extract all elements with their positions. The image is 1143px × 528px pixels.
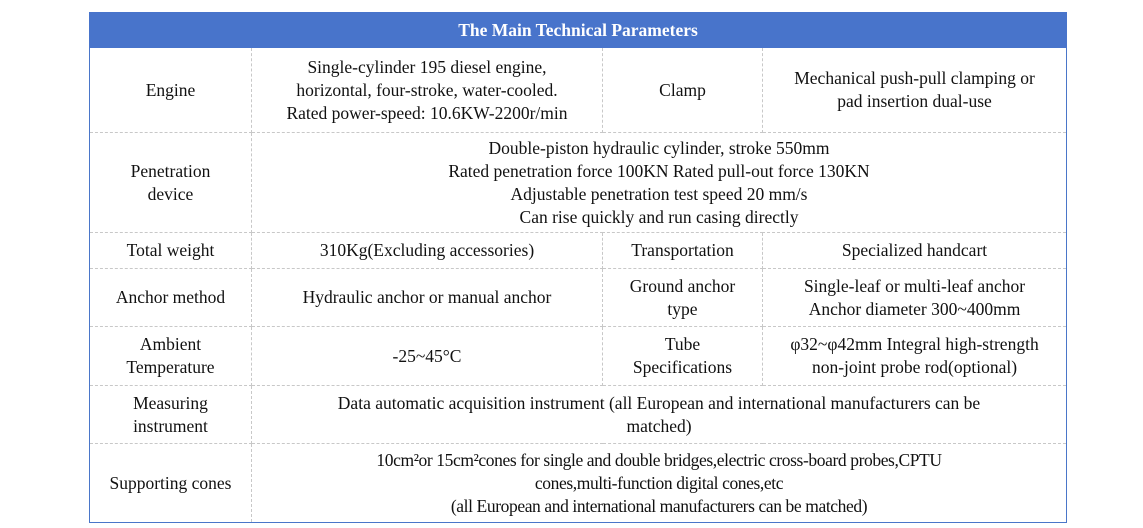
row-label: Supporting cones: [89, 443, 252, 523]
row-value: -25~45°C: [251, 326, 603, 386]
row-label: Ambient Temperature: [89, 326, 252, 386]
label-line: type: [667, 298, 698, 319]
label-line: Ground anchor: [629, 275, 736, 296]
value-line: (all European and international manufact…: [450, 495, 868, 516]
table-row-engine: Engine Single-cylinder 195 diesel engine…: [89, 47, 1068, 133]
label-line: Measuring: [133, 392, 208, 413]
value-line: φ32~φ42mm Integral high-strength: [790, 334, 1039, 354]
row-value: Mechanical push-pull clamping or pad ins…: [761, 47, 1068, 133]
value-line: Anchor diameter 300~400mm: [808, 298, 1021, 319]
row-label: Total weight: [89, 232, 252, 269]
label-line: device: [147, 183, 194, 204]
table-row-weight: Total weight 310Kg(Excluding accessories…: [89, 232, 1068, 269]
value-line: Single-cylinder 195 diesel engine,: [307, 56, 547, 77]
table-row-penetration: Penetration device Double-piston hydraul…: [89, 132, 1068, 233]
row-value: Double-piston hydraulic cylinder, stroke…: [250, 132, 1068, 233]
value-line: Rated penetration force 100KN Rated pull…: [448, 160, 870, 181]
value-line: Adjustable penetration test speed 20 mm/…: [510, 183, 808, 204]
value-line: Mechanical push-pull clamping or: [794, 68, 1035, 88]
row-value: Data automatic acquisition instrument (a…: [250, 385, 1068, 444]
value-line: Rated power-speed: 10.6KW-2200r/min: [286, 102, 568, 123]
label-line: instrument: [133, 415, 208, 436]
table-row-anchor: Anchor method Hydraulic anchor or manual…: [89, 268, 1068, 327]
row-value: Single-cylinder 195 diesel engine, horiz…: [251, 47, 603, 133]
row-value: 310Kg(Excluding accessories): [251, 232, 603, 269]
row-label: Transportation: [602, 232, 763, 269]
row-label: Anchor method: [89, 268, 252, 327]
table-row-ambient: Ambient Temperature -25~45°C Tube Specif…: [89, 326, 1068, 386]
value-line: pad insertion dual-use: [837, 91, 992, 111]
table-header-row: The Main Technical Parameters: [88, 12, 1068, 48]
value-line: non-joint probe rod(optional): [811, 357, 1018, 377]
row-value: Single-leaf or multi-leaf anchor Anchor …: [761, 268, 1068, 327]
row-label: Clamp: [602, 47, 763, 133]
row-label: Engine: [89, 47, 252, 133]
row-value: φ32~φ42mm Integral high-strength non-joi…: [761, 326, 1068, 386]
row-value: Specialized handcart: [761, 232, 1068, 269]
row-label: Measuring instrument: [89, 385, 252, 444]
row-label: Ground anchor type: [602, 268, 763, 327]
value-line: Data automatic acquisition instrument (a…: [337, 392, 981, 413]
value-line: Can rise quickly and run casing directly: [519, 206, 799, 227]
label-line: Tube: [664, 334, 701, 354]
row-value: 10cm²or 15cm²cones for single and double…: [250, 443, 1068, 523]
value-line: cones,multi-function digital cones,etc: [534, 472, 784, 493]
label-line: Ambient: [139, 334, 202, 354]
value-line: horizontal, four-stroke, water-cooled.: [296, 79, 558, 100]
value-line: Single-leaf or multi-leaf anchor: [803, 275, 1026, 296]
value-line: 10cm²or 15cm²cones for single and double…: [376, 449, 942, 470]
table-row-measuring: Measuring instrument Data automatic acqu…: [89, 385, 1068, 444]
value-line: matched): [626, 415, 692, 436]
label-line: Penetration: [130, 160, 211, 181]
row-label: Penetration device: [89, 132, 252, 233]
table-row-cones: Supporting cones 10cm²or 15cm²cones for …: [89, 443, 1068, 523]
label-line: Temperature: [126, 357, 215, 377]
label-line: Specifications: [632, 357, 733, 377]
row-label: Tube Specifications: [602, 326, 763, 386]
row-value: Hydraulic anchor or manual anchor: [251, 268, 603, 327]
technical-parameters-table: The Main Technical Parameters Engine Sin…: [88, 12, 1068, 523]
table-title: The Main Technical Parameters: [88, 12, 1068, 48]
value-line: Double-piston hydraulic cylinder, stroke…: [488, 137, 830, 158]
